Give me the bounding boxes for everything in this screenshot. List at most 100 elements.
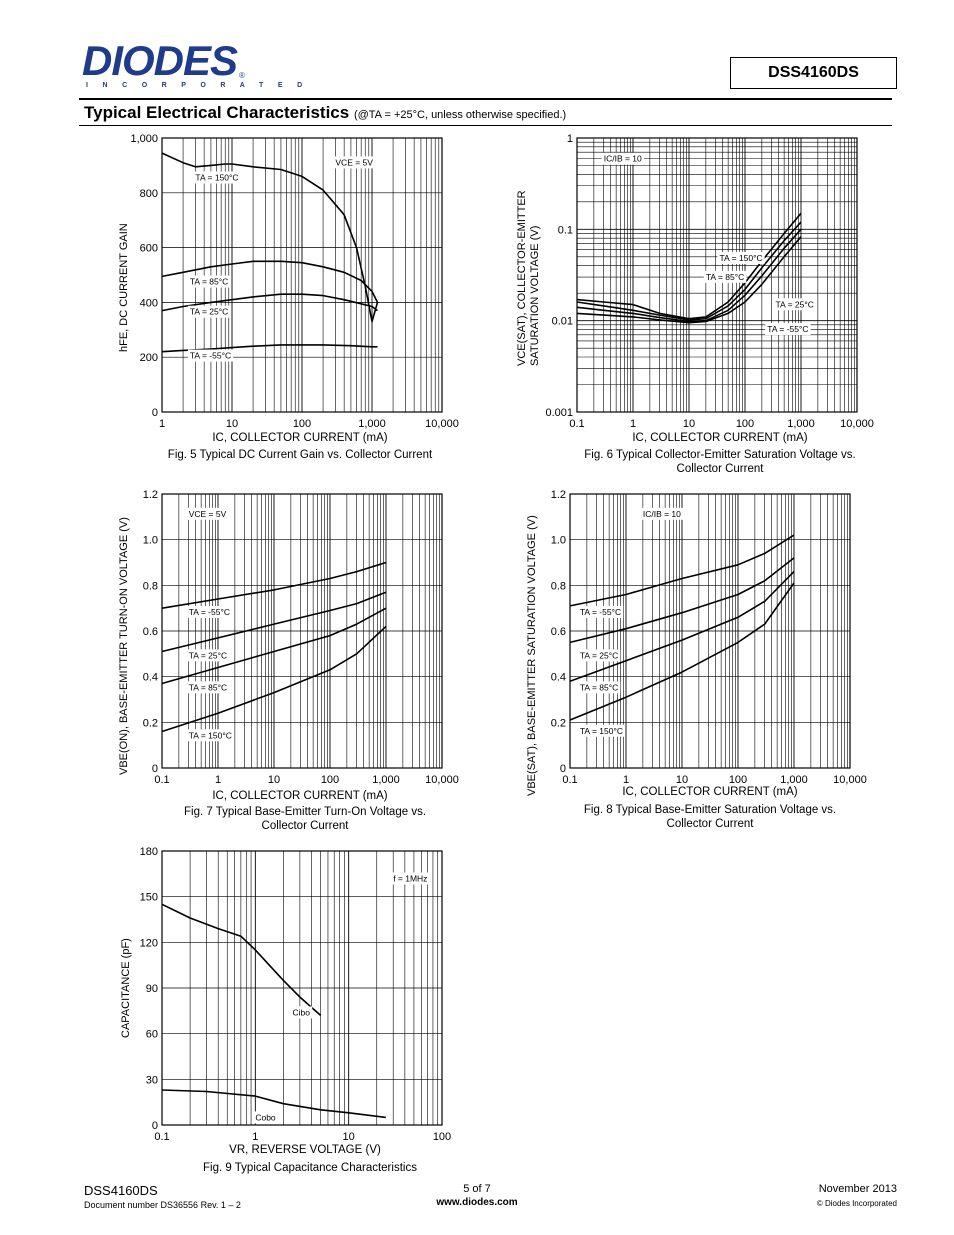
fig8-xtick-label: 10	[676, 774, 688, 786]
fig6-annotation-bg	[601, 152, 645, 165]
fig5-ytick-label: 200	[140, 352, 158, 364]
fig8-annotation-bg	[577, 681, 621, 694]
fig8-ytick-label: 0.8	[551, 580, 566, 592]
fig8-series-line	[569, 571, 795, 682]
fig5-xlabel: IC, COLLECTOR CURRENT (mA)	[212, 432, 388, 444]
fig8-frame	[569, 493, 851, 769]
footer-website-link[interactable]: www.diodes.com	[436, 1197, 518, 1208]
fig8-ylabel: VBE(SAT), BASE-EMITTER SATURATION VOLTAG…	[526, 515, 538, 796]
fig6-xlabel: IC, COLLECTOR CURRENT (mA)	[632, 432, 808, 444]
fig7-annotation: TA = -55°C	[189, 607, 230, 617]
fig9-xtick-label: 0.1	[154, 1131, 169, 1143]
fig5-ytick-label: 400	[140, 297, 158, 309]
fig6-xtick-label: 10,000	[840, 418, 874, 430]
part-number-box: DSS4160DS	[730, 57, 897, 89]
fig5-annotation: TA = -55°C	[190, 351, 231, 361]
fig8-series-line	[569, 557, 795, 644]
fig7-frame	[161, 493, 443, 769]
fig9-annotation: Cibo	[292, 1007, 310, 1017]
diodes-logo-subtitle: I N C O R P O R A T E D	[86, 82, 309, 89]
fig5-annotation-bg	[193, 171, 241, 184]
fig7-series-line	[161, 561, 387, 609]
fig5-xtick-label: 10,000	[425, 418, 459, 430]
fig7-ytick-label: 1.2	[143, 489, 158, 501]
fig7-annotation-bg	[186, 681, 230, 694]
fig7-xtick-label: 0.1	[154, 774, 169, 786]
fig6-annotation: TA = 25°C	[775, 299, 813, 309]
fig5-annotation: TA = 25°C	[190, 307, 228, 317]
fig5-xtick-label: 1,000	[358, 418, 386, 430]
fig6-caption: Fig. 6 Typical Collector-Emitter Saturat…	[584, 449, 856, 475]
footer-part-number: DSS4160DS	[84, 1183, 158, 1198]
fig6-annotation: TA = -55°C	[767, 324, 808, 334]
fig9-ytick-label: 120	[140, 937, 158, 949]
fig9-annotation-bg	[290, 1006, 313, 1019]
footer-date: November 2013	[818, 1183, 897, 1195]
fig5-series-line	[161, 293, 378, 312]
fig6-ytick-label: 1	[567, 133, 573, 145]
fig7-annotation-bg	[186, 649, 230, 662]
fig7-annotation-bg	[186, 507, 229, 520]
fig9-ytick-label: 150	[140, 892, 158, 904]
fig7-ytick-label: 0.8	[143, 580, 158, 592]
fig6-ytick-label: 0.001	[545, 407, 573, 419]
fig9-ytick-label: 90	[146, 983, 158, 995]
fig8-xtick-label: 10,000	[833, 774, 867, 786]
fig5-xtick-label: 1	[159, 418, 165, 430]
fig7-series-line	[161, 607, 387, 685]
footer-document-number: Document number DS36556 Rev. 1 – 2	[84, 1200, 241, 1210]
fig7-xtick-label: 1	[215, 774, 221, 786]
fig8-xtick-label: 0.1	[562, 774, 577, 786]
fig9-xlabel: VR, REVERSE VOLTAGE (V)	[229, 1144, 381, 1156]
fig6-xtick-label: 1,000	[787, 418, 815, 430]
fig5-ytick-label: 800	[140, 188, 158, 200]
fig9-xtick-label: 1	[252, 1131, 258, 1143]
fig5-ytick-label: 600	[140, 243, 158, 255]
fig7-xtick-label: 100	[321, 774, 339, 786]
fig9-xtick-label: 100	[433, 1131, 451, 1143]
fig8-ytick-label: 0.6	[551, 626, 566, 638]
fig9-ytick-label: 0	[152, 1120, 158, 1132]
fig8-annotation: TA = 25°C	[580, 650, 618, 660]
fig7-annotation: TA = 25°C	[189, 650, 227, 660]
fig5-annotation: TA = 85°C	[190, 277, 228, 287]
fig7-ylabel: VBE(ON), BASE-EMITTER TURN-ON VOLTAGE (V…	[118, 517, 130, 775]
fig7-annotation-bg	[186, 606, 233, 619]
fig8-ytick-label: 0.4	[551, 672, 566, 684]
fig6-ytick-label: 0.1	[558, 224, 573, 236]
header-divider	[79, 98, 892, 100]
fig5-annotation-bg	[187, 349, 234, 362]
fig6-series-line	[576, 212, 802, 320]
fig5-annotation-bg	[187, 305, 231, 318]
fig8-annotation: IC/IB = 10	[643, 509, 681, 519]
fig5-ytick-label: 1,000	[130, 133, 158, 145]
footer-copyright: © Diodes Incorporated	[816, 1199, 897, 1208]
fig9-grid	[161, 850, 442, 1126]
fig9-xtick-label: 10	[343, 1131, 355, 1143]
fig9-series-line	[161, 1089, 386, 1119]
fig8-ytick-label: 1.2	[551, 489, 566, 501]
fig6-ytick-label: 0.01	[552, 316, 573, 328]
fig6-annotation-bg	[717, 252, 765, 265]
fig6-series-line	[576, 228, 802, 323]
fig9-series-line	[161, 903, 322, 1016]
fig7-annotation: TA = 150°C	[189, 730, 232, 740]
fig8-annotation: TA = 85°C	[580, 682, 618, 692]
fig9-caption: Fig. 9 Typical Capacitance Characteristi…	[203, 1162, 417, 1174]
fig5-caption: Fig. 5 Typical DC Current Gain vs. Colle…	[167, 449, 433, 461]
fig8-ytick-label: 0	[560, 763, 566, 775]
fig6-xtick-label: 0.1	[569, 418, 584, 430]
fig7-ytick-label: 1.0	[143, 535, 158, 547]
diodes-logo: DIODES	[82, 37, 238, 84]
fig6-series-line	[576, 236, 802, 324]
fig9-ytick-label: 30	[146, 1074, 158, 1086]
fig9-annotation: Cobo	[255, 1112, 276, 1122]
footer-page-number: 5 of 7	[463, 1183, 491, 1195]
fig8-ytick-label: 1.0	[551, 535, 566, 547]
fig8-annotation: TA = 150°C	[580, 726, 623, 736]
fig5-xtick-label: 100	[293, 418, 311, 430]
fig5-xtick-label: 10	[226, 418, 238, 430]
